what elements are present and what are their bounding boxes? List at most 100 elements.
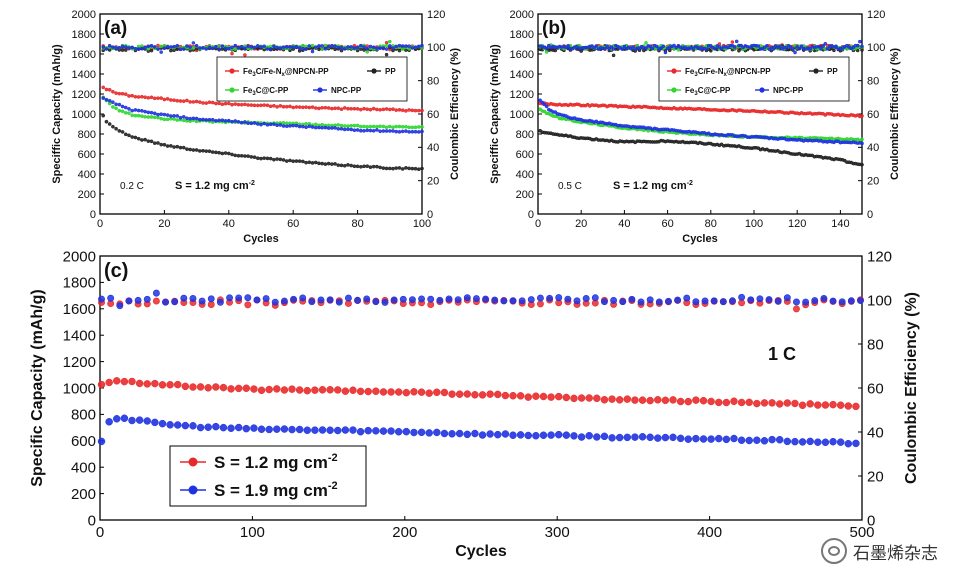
capacity-point [737, 436, 746, 444]
efficiency-point [111, 45, 115, 49]
capacity-point [494, 390, 502, 399]
capacity-point [501, 391, 510, 400]
capacity-point [149, 115, 154, 119]
capacity-point [249, 155, 254, 159]
capacity-point [105, 418, 113, 426]
capacity-point [669, 396, 677, 404]
legend-marker [371, 68, 377, 74]
efficiency-point [256, 44, 260, 48]
capacity-point [149, 95, 154, 100]
capacity-point [317, 161, 321, 166]
capacity-point [111, 124, 115, 129]
capacity-point [220, 118, 225, 123]
capacity-point [175, 114, 180, 118]
capacity-point [149, 110, 154, 115]
capacity-point [387, 388, 395, 396]
capacity-point [355, 123, 360, 128]
efficiency-point [860, 44, 864, 49]
capacity-point [699, 396, 708, 405]
efficiency-point [217, 47, 221, 51]
efficiency-point [216, 298, 224, 306]
capacity-point [346, 106, 350, 111]
y-right-tick-label: 100 [867, 292, 892, 309]
capacity-point [356, 427, 365, 436]
capacity-point [336, 106, 341, 111]
capacity-point [400, 108, 405, 113]
efficiency-point [592, 46, 596, 50]
efficiency-point [765, 296, 773, 304]
legend-label-sup: -2 [328, 452, 338, 464]
efficiency-point [333, 44, 337, 48]
efficiency-point [243, 53, 247, 57]
x-tick-label: 80 [351, 218, 363, 230]
efficiency-point [619, 298, 627, 306]
x-axis-title: Cycles [455, 543, 507, 560]
efficiency-point [133, 46, 138, 51]
capacity-point [127, 107, 131, 111]
efficiency-point [169, 48, 173, 53]
capacity-point [295, 386, 304, 394]
capacity-point [173, 421, 182, 429]
x-tick-label: 300 [545, 524, 570, 541]
capacity-point [394, 388, 403, 396]
capacity-point [352, 123, 357, 128]
capacity-point [291, 159, 296, 164]
capacity-point [339, 163, 344, 168]
capacity-point [259, 103, 263, 108]
efficiency-point [204, 47, 208, 51]
capacity-point [699, 435, 708, 443]
capacity-point [313, 160, 318, 165]
efficiency-point [143, 45, 147, 50]
capacity-point [172, 145, 176, 149]
capacity-point [375, 107, 379, 112]
capacity-point [402, 427, 411, 436]
efficiency-point [454, 296, 462, 304]
capacity-point [133, 135, 138, 140]
y-axis-title: Speciffic Capacity (mAh/g) [51, 44, 63, 184]
efficiency-point [330, 44, 334, 48]
efficiency-point [233, 47, 237, 51]
capacity-point [135, 379, 144, 388]
efficiency-point [140, 44, 144, 48]
y-right-tick-label: 60 [867, 109, 879, 121]
capacity-point [204, 423, 212, 431]
efficiency-point [811, 297, 819, 305]
capacity-point [152, 111, 157, 116]
legend-label: PP [385, 67, 396, 76]
efficiency-point [178, 47, 183, 51]
capacity-point [249, 121, 254, 126]
capacity-point [107, 87, 112, 92]
capacity-point [783, 437, 792, 446]
capacity-point [284, 104, 289, 109]
capacity-point [646, 396, 654, 405]
efficiency-point [738, 293, 746, 301]
efficiency-point [622, 44, 627, 49]
efficiency-point [713, 47, 717, 51]
capacity-point [178, 115, 183, 120]
capacity-point [204, 101, 209, 105]
capacity-point [204, 117, 209, 122]
capacity-point [661, 433, 670, 442]
capacity-point [516, 431, 525, 439]
efficiency-point [352, 46, 357, 51]
capacity-point [130, 93, 135, 98]
y-right-tick-label: 80 [867, 76, 879, 88]
capacity-point [349, 163, 354, 168]
capacity-point [317, 106, 321, 111]
efficiency-point [244, 301, 252, 309]
capacity-point [310, 125, 315, 129]
efficiency-point [210, 46, 215, 51]
capacity-point [410, 125, 415, 130]
capacity-point [365, 128, 370, 133]
legend-label: NPC-PP [773, 86, 804, 95]
efficiency-point [674, 296, 682, 304]
capacity-point [159, 112, 164, 117]
capacity-point [329, 126, 334, 130]
y-right-tick-label: 0 [867, 209, 873, 221]
efficiency-point [235, 294, 243, 302]
capacity-point [252, 121, 257, 125]
capacity-point [265, 385, 273, 394]
capacity-point [219, 383, 228, 392]
capacity-point [301, 105, 305, 110]
efficiency-point [114, 46, 118, 50]
